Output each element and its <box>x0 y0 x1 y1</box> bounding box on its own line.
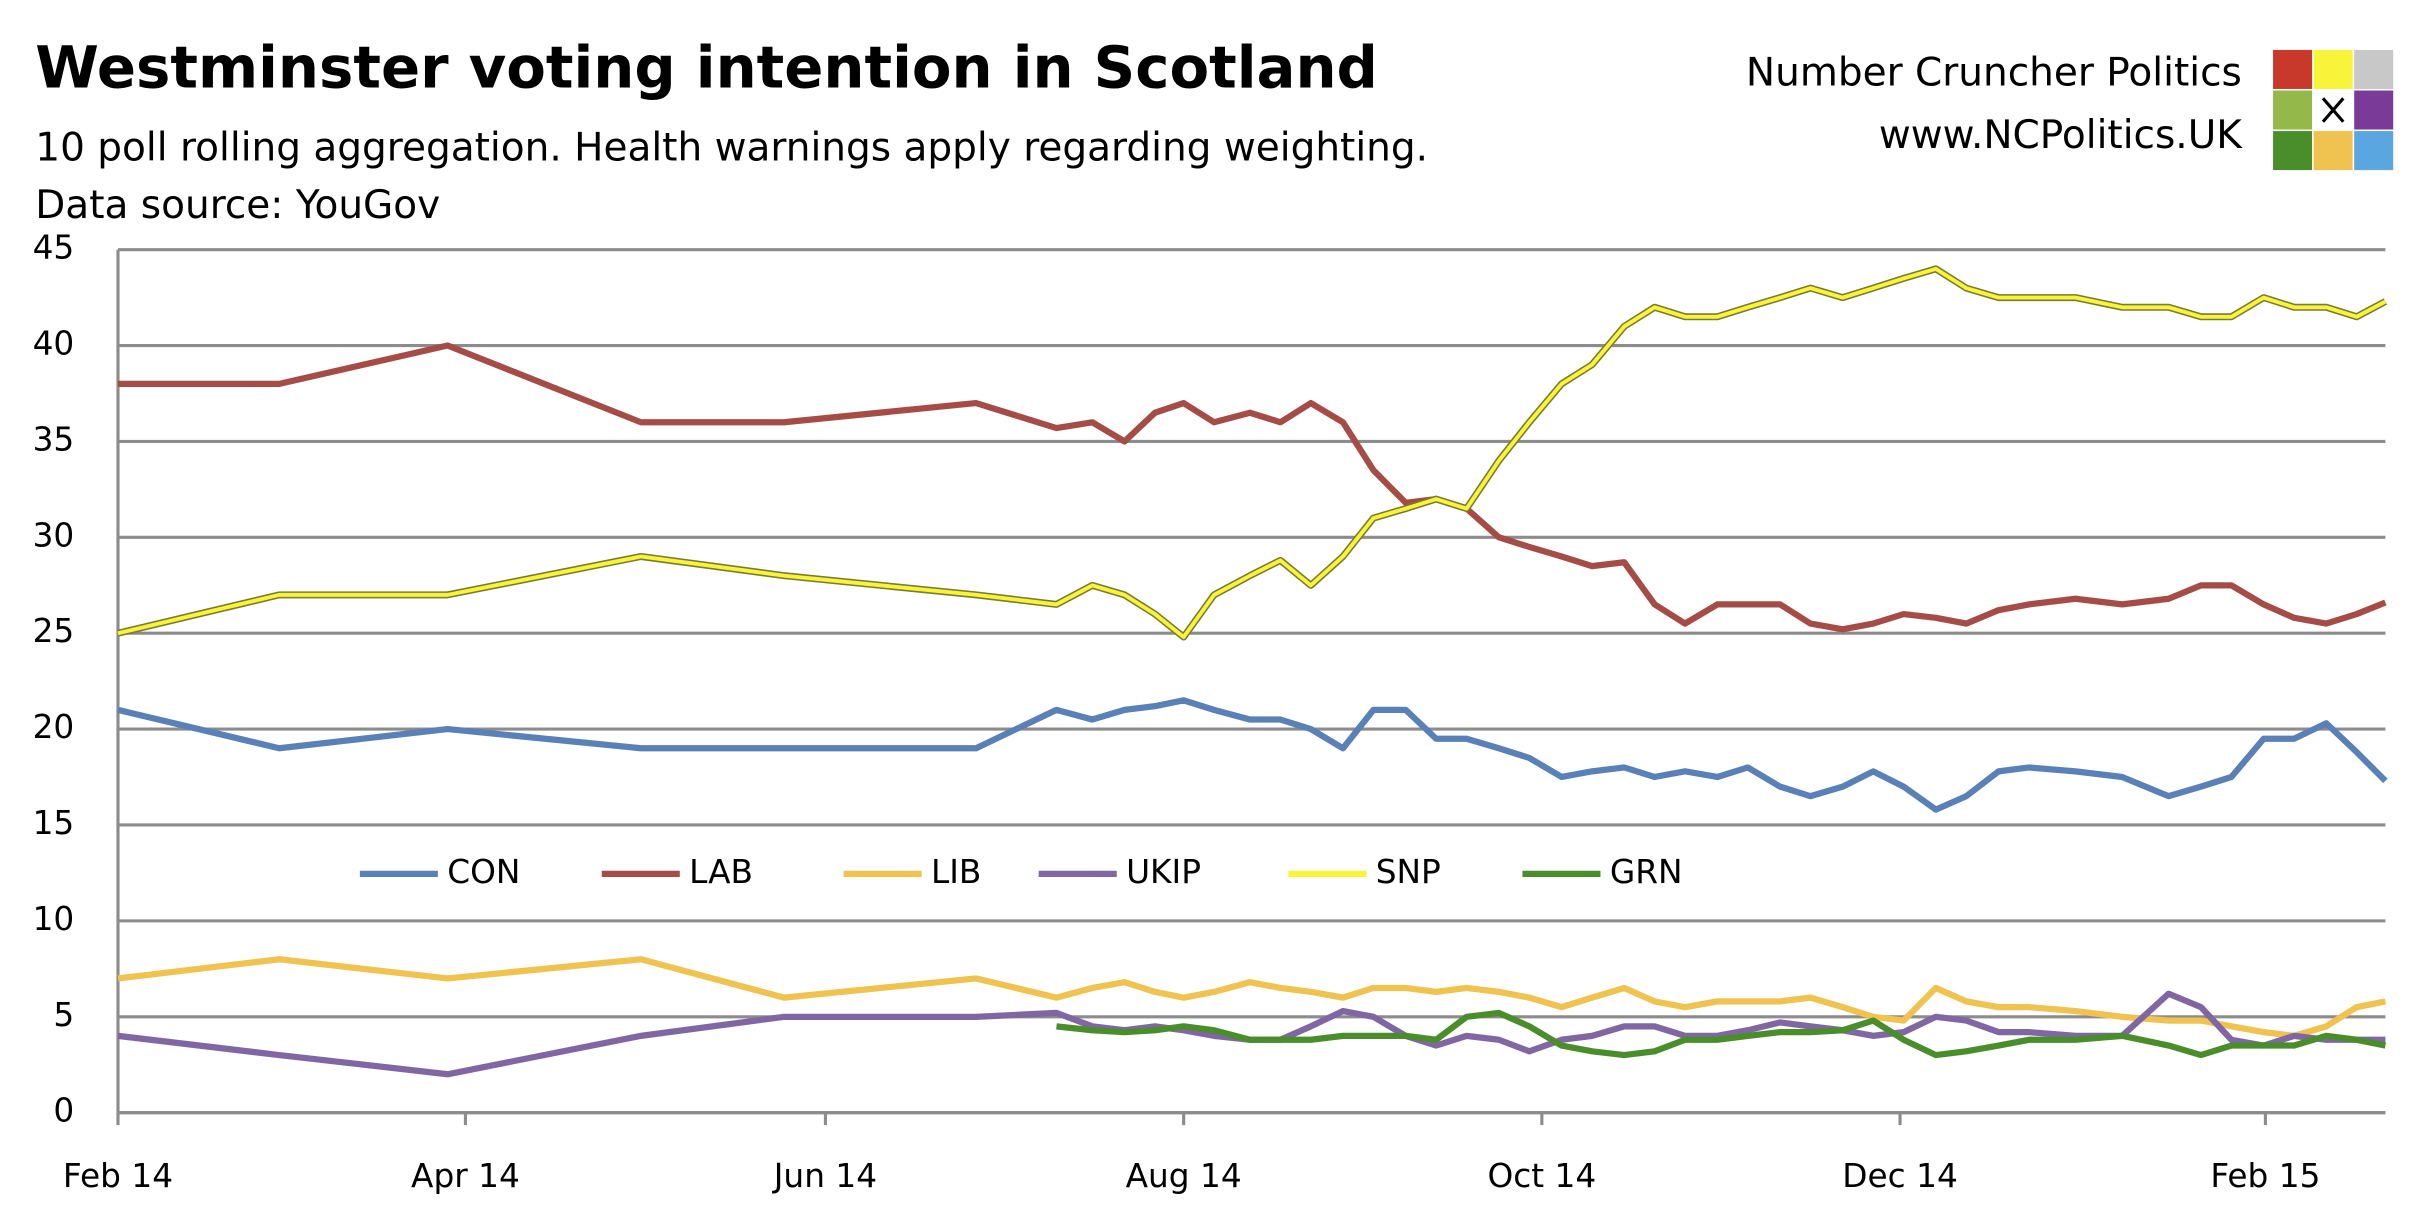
y-tick-label: 0 <box>53 1092 74 1130</box>
y-tick-label: 30 <box>33 516 75 554</box>
logo-cell <box>2273 90 2313 130</box>
logo-cell <box>2273 131 2313 171</box>
logo-cell <box>2313 131 2353 171</box>
brand-logo <box>2273 49 2394 171</box>
x-tick-label: Dec 14 <box>1842 1157 1958 1195</box>
legend-label: SNP <box>1376 853 1441 891</box>
logo-cell <box>2313 49 2353 89</box>
brand-url: www.NCPolitics.UK <box>1879 113 2243 158</box>
legend-label: CON <box>447 853 520 891</box>
x-tick-label: Oct 14 <box>1487 1157 1596 1195</box>
legend-label: LAB <box>689 853 753 891</box>
brand-name: Number Cruncher Politics <box>1746 50 2242 95</box>
series-line <box>1056 1009 2387 1059</box>
x-tick-label: Feb 15 <box>2210 1157 2320 1195</box>
series-line <box>117 956 2387 1039</box>
legend-label: UKIP <box>1126 853 1201 891</box>
logo-cross <box>2321 97 2345 123</box>
chart-title: Westminster voting intention in Scotland <box>35 33 1378 101</box>
y-tick-label: 5 <box>53 996 74 1034</box>
series-line <box>117 266 2387 639</box>
y-tick-label: 20 <box>33 708 75 746</box>
chart-source: Data source: YouGov <box>35 183 440 228</box>
logo-cell <box>2354 131 2394 171</box>
y-tick-label: 35 <box>33 420 75 458</box>
chart-subtitle: 10 poll rolling aggregation. Health warn… <box>35 125 1428 170</box>
x-tick-label: Feb 14 <box>63 1157 173 1195</box>
x-tick-label: Aug 14 <box>1126 1157 1242 1195</box>
x-tick-label: Apr 14 <box>411 1157 520 1195</box>
legend-label: LIB <box>931 853 981 891</box>
y-tick-label: 40 <box>33 325 75 363</box>
y-tick-label: 45 <box>33 229 75 267</box>
logo-cell <box>2354 49 2394 89</box>
legend-label: GRN <box>1610 853 1683 891</box>
x-tick-label: Jun 14 <box>772 1157 877 1195</box>
y-tick-label: 10 <box>33 900 75 938</box>
series-line <box>117 342 2387 633</box>
y-tick-label: 15 <box>33 804 75 842</box>
y-tick-label: 25 <box>33 612 75 650</box>
logo-cell <box>2354 90 2394 130</box>
series-line <box>117 697 2388 813</box>
logo-cell <box>2273 49 2313 89</box>
